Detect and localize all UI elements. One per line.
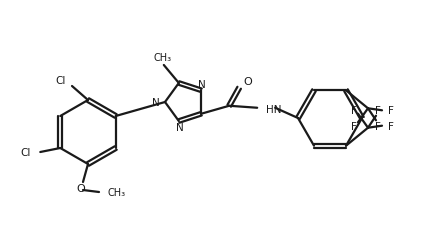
Text: O: O xyxy=(243,76,252,86)
Text: O: O xyxy=(76,183,85,193)
Text: F: F xyxy=(351,105,357,115)
Text: CH₃: CH₃ xyxy=(154,53,172,63)
Text: F: F xyxy=(388,121,394,131)
Text: N: N xyxy=(152,98,160,108)
Text: Cl: Cl xyxy=(20,148,30,157)
Text: HN: HN xyxy=(266,104,282,114)
Text: N: N xyxy=(176,122,184,132)
Text: CH₃: CH₃ xyxy=(108,187,126,197)
Text: F: F xyxy=(375,105,381,115)
Text: F: F xyxy=(388,106,394,116)
Text: F: F xyxy=(351,122,357,132)
Text: F: F xyxy=(375,122,381,132)
Text: Cl: Cl xyxy=(56,76,66,86)
Text: N: N xyxy=(198,80,206,90)
